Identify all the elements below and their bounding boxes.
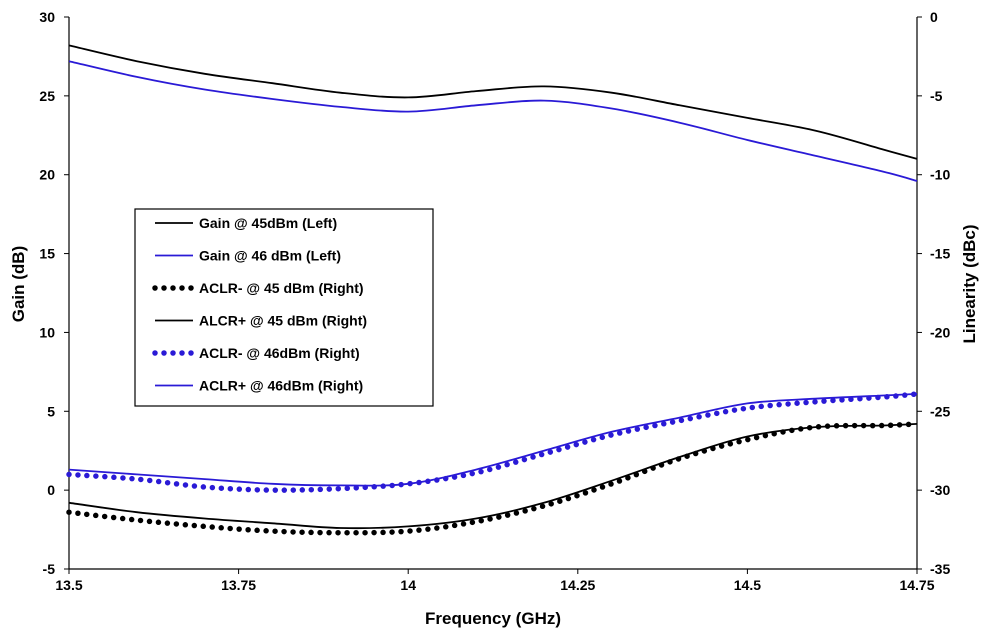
legend: Gain @ 45dBm (Left) Gain @ 46 dBm (Left) A…: [135, 209, 433, 406]
y-right-tick-label: -30: [930, 482, 950, 498]
x-tick-label: 14.25: [560, 577, 595, 593]
series-4-line: [69, 424, 917, 528]
x-axis-title: Frequency (GHz): [425, 609, 561, 628]
y-right-tick-label: -5: [930, 88, 943, 104]
y-left-tick-label: -5: [43, 561, 56, 577]
y-right-tick-label: -20: [930, 324, 950, 340]
legend-entry: ACLR- @ 45 dBm (Right): [199, 280, 364, 296]
y-left-axis-title: Gain (dB): [9, 246, 28, 323]
y-right-tick-label: -10: [930, 167, 950, 183]
legend-box: [135, 209, 433, 406]
x-tick-label: 13.75: [221, 577, 256, 593]
x-tick-label: 13.5: [55, 577, 82, 593]
y-right-tick-label: 0: [930, 9, 938, 25]
y-left-tick-label: 30: [39, 9, 55, 25]
y-right-tick-label: -25: [930, 403, 950, 419]
y-left-tick-label: 20: [39, 167, 55, 183]
y-left-tick-label: 0: [47, 482, 55, 498]
series-1-line: [69, 45, 917, 158]
legend-entry: Gain @ 46 dBm (Left): [199, 248, 341, 264]
series-2-line: [69, 61, 917, 181]
y-left-tick-label: 10: [39, 324, 55, 340]
series-6-line: [69, 394, 917, 486]
legend-entry: Gain @ 45dBm (Left): [199, 215, 337, 231]
series-5-line: [69, 394, 917, 490]
legend-entry: ACLR+ @ 46dBm (Right): [199, 378, 363, 394]
y-right-tick-label: -15: [930, 246, 950, 262]
y-left-tick-label: 5: [47, 403, 55, 419]
x-tick-label: 14.5: [734, 577, 761, 593]
y-right-tick-label: -35: [930, 561, 950, 577]
y-left-tick-label: 15: [39, 246, 55, 262]
x-tick-label: 14: [400, 577, 416, 593]
x-tick-label: 14.75: [899, 577, 934, 593]
legend-entry: ALCR+ @ 45 dBm (Right): [199, 313, 367, 329]
y-right-axis-title: Linearity (dBc): [960, 224, 979, 343]
y-left-tick-label: 25: [39, 88, 55, 104]
legend-entry: ACLR- @ 46dBm (Right): [199, 345, 360, 361]
